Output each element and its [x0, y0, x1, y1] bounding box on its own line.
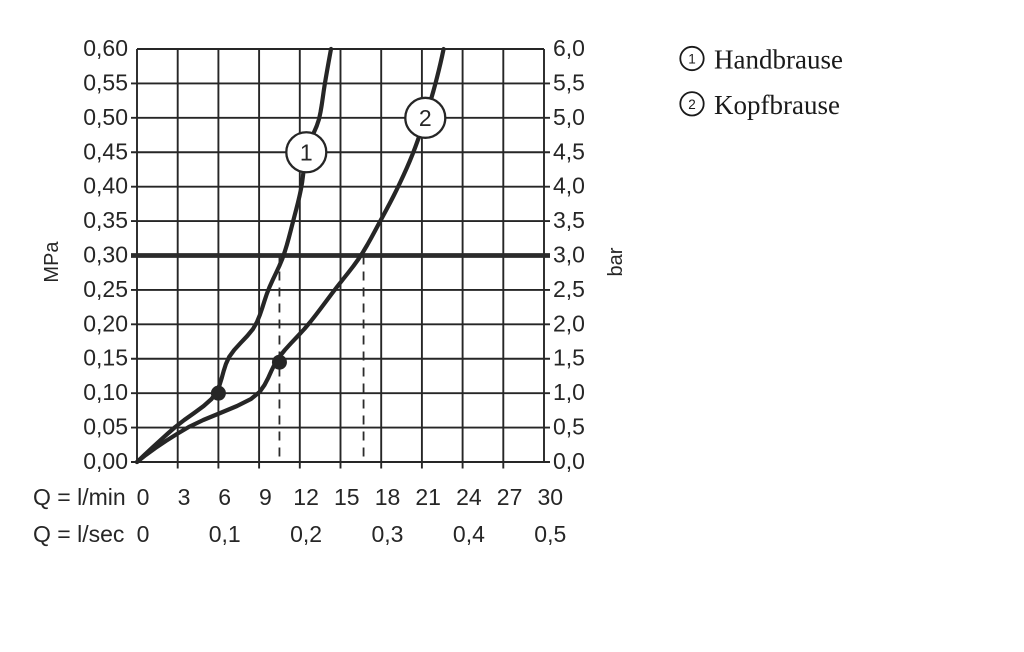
- svg-text:5,5: 5,5: [553, 69, 585, 95]
- svg-text:3,5: 3,5: [553, 207, 585, 233]
- svg-text:3: 3: [178, 484, 191, 510]
- svg-text:Q = l/min: Q = l/min: [33, 484, 126, 510]
- svg-text:1,5: 1,5: [553, 345, 585, 371]
- svg-text:0,40: 0,40: [83, 173, 128, 199]
- svg-text:6,0: 6,0: [553, 35, 585, 61]
- svg-text:Q = l/sec: Q = l/sec: [33, 521, 124, 547]
- svg-text:0,0: 0,0: [553, 448, 585, 474]
- svg-text:2: 2: [688, 97, 696, 112]
- svg-text:0,60: 0,60: [83, 35, 128, 61]
- svg-text:0,30: 0,30: [83, 242, 128, 268]
- svg-text:24: 24: [456, 484, 482, 510]
- svg-text:27: 27: [497, 484, 523, 510]
- svg-text:0,55: 0,55: [83, 69, 128, 95]
- svg-text:30: 30: [538, 484, 564, 510]
- svg-text:18: 18: [375, 484, 401, 510]
- svg-text:0,5: 0,5: [534, 521, 566, 547]
- svg-text:0,2: 0,2: [290, 521, 322, 547]
- svg-text:1,0: 1,0: [553, 379, 585, 405]
- svg-text:0,00: 0,00: [83, 448, 128, 474]
- svg-text:0,5: 0,5: [553, 414, 585, 440]
- svg-text:0,20: 0,20: [83, 310, 128, 336]
- svg-text:12: 12: [293, 484, 319, 510]
- svg-text:15: 15: [334, 484, 360, 510]
- svg-text:0,10: 0,10: [83, 379, 128, 405]
- svg-text:0,05: 0,05: [83, 414, 128, 440]
- svg-text:4,5: 4,5: [553, 138, 585, 164]
- svg-text:0,35: 0,35: [83, 207, 128, 233]
- svg-text:2,5: 2,5: [553, 276, 585, 302]
- svg-text:0,1: 0,1: [209, 521, 241, 547]
- svg-text:0,45: 0,45: [83, 138, 128, 164]
- svg-text:MPa: MPa: [41, 241, 63, 283]
- svg-text:0,50: 0,50: [83, 104, 128, 130]
- svg-text:3,0: 3,0: [553, 242, 585, 268]
- svg-text:1: 1: [688, 52, 696, 67]
- svg-text:0,25: 0,25: [83, 276, 128, 302]
- svg-text:4,0: 4,0: [553, 173, 585, 199]
- svg-text:2: 2: [419, 105, 432, 131]
- svg-text:0: 0: [137, 484, 150, 510]
- svg-text:Handbrause: Handbrause: [714, 45, 843, 75]
- svg-text:1: 1: [300, 139, 313, 165]
- svg-text:9: 9: [259, 484, 272, 510]
- svg-text:21: 21: [415, 484, 441, 510]
- svg-text:2,0: 2,0: [553, 310, 585, 336]
- svg-text:0,3: 0,3: [372, 521, 404, 547]
- svg-text:0: 0: [137, 521, 150, 547]
- svg-text:0,15: 0,15: [83, 345, 128, 371]
- svg-text:5,0: 5,0: [553, 104, 585, 130]
- svg-text:0,4: 0,4: [453, 521, 485, 547]
- svg-text:bar: bar: [605, 247, 627, 276]
- svg-text:Kopfbrause: Kopfbrause: [714, 90, 840, 120]
- svg-text:6: 6: [218, 484, 231, 510]
